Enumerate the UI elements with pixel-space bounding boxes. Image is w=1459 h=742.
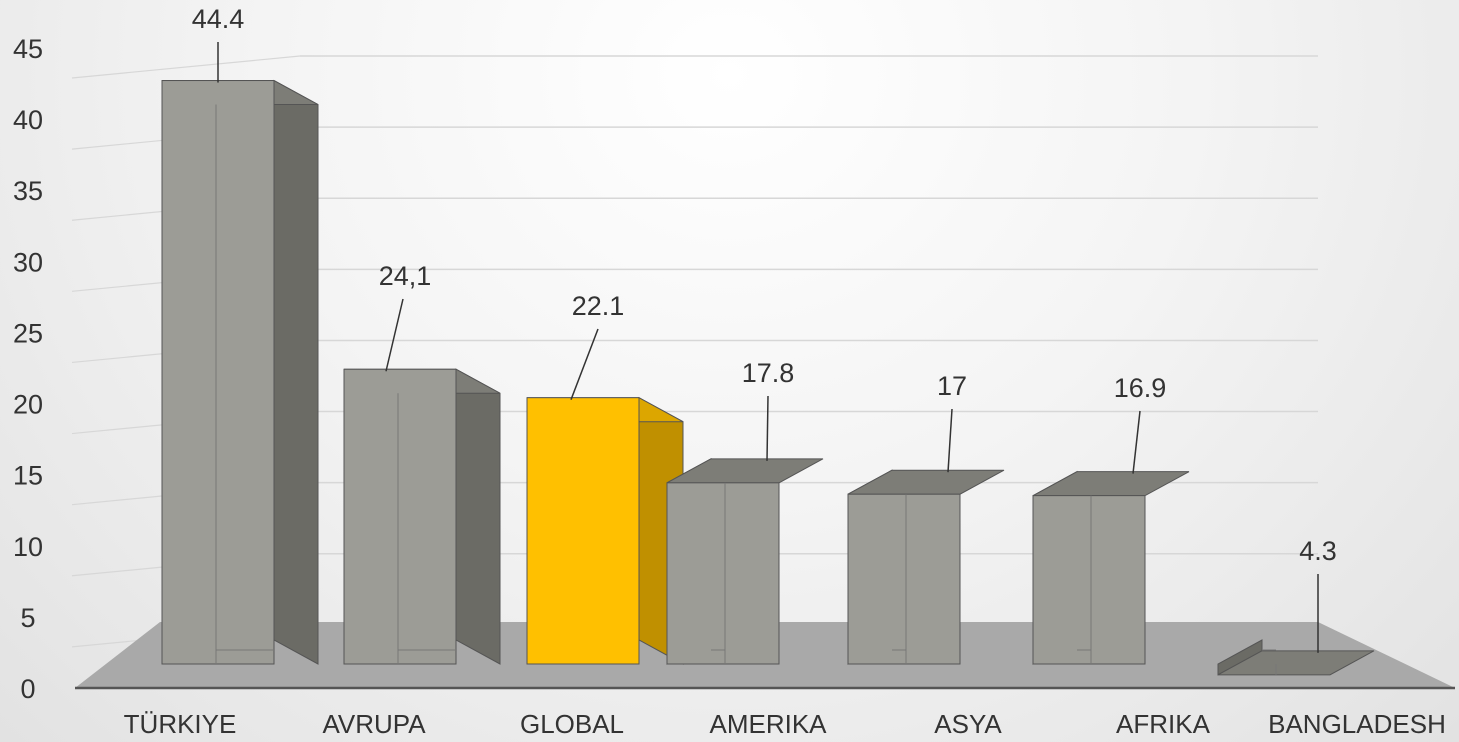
y-tick-label: 5 — [20, 603, 35, 633]
bar — [526, 396, 684, 665]
y-tick-label: 35 — [13, 176, 43, 206]
x-category-label: TÜRKIYE — [124, 709, 237, 739]
bar — [1032, 470, 1190, 665]
bar-side-face — [455, 368, 501, 665]
y-tick-label: 30 — [13, 247, 43, 277]
x-category-label: AFRIKA — [1116, 709, 1211, 739]
bar — [666, 458, 824, 665]
data-label: 22.1 — [572, 291, 625, 321]
y-tick-label: 10 — [13, 532, 43, 562]
leader-line — [947, 408, 953, 473]
bar — [343, 368, 501, 665]
bar — [847, 469, 1005, 665]
data-label: 17.8 — [742, 358, 795, 388]
bar-front-face — [161, 80, 275, 665]
bar — [1217, 639, 1375, 676]
x-category-label: AVRUPA — [322, 709, 426, 739]
gridline-side — [71, 55, 301, 79]
leader-line — [570, 328, 599, 400]
data-label: 16.9 — [1114, 373, 1167, 403]
bar-front-face — [666, 482, 780, 665]
y-tick-label: 40 — [13, 105, 43, 135]
y-tick-label: 25 — [13, 318, 43, 348]
bar-top-face — [1217, 650, 1375, 676]
bar — [161, 79, 319, 665]
y-axis-tick-labels: 0 5 10 15 20 25 30 35 40 45 — [13, 34, 43, 704]
x-category-label: ASYA — [934, 709, 1002, 739]
leader-lines — [217, 42, 1319, 653]
x-category-label: GLOBAL — [520, 709, 624, 739]
leader-line — [1132, 410, 1141, 474]
data-label: 24,1 — [379, 261, 432, 291]
data-label: 4.3 — [1299, 536, 1337, 566]
x-category-label: AMERIKA — [709, 709, 827, 739]
leader-line — [766, 395, 769, 461]
bar-front-face — [1032, 495, 1146, 665]
bar-top-face — [847, 469, 1005, 495]
leader-line — [385, 298, 404, 372]
bars — [161, 79, 1375, 676]
bar-front-face — [847, 493, 961, 665]
x-axis-category-labels: TÜRKIYE AVRUPA GLOBAL AMERIKA ASYA AFRIKA BANG… — [124, 709, 1446, 739]
bar-side-face — [273, 79, 319, 665]
y-tick-label: 45 — [13, 34, 43, 64]
y-tick-label: 15 — [13, 461, 43, 491]
y-tick-label: 20 — [13, 390, 43, 420]
bar-top-face — [1032, 471, 1190, 497]
y-tick-label: 0 — [20, 674, 35, 704]
data-label: 17 — [937, 371, 967, 401]
x-category-label: BANGLADESH — [1268, 709, 1446, 739]
bar-front-face — [343, 368, 457, 665]
bar-front-face — [526, 397, 640, 665]
data-labels: 44.4 24,1 22.1 17.8 17 16.9 4.3 — [192, 4, 1337, 566]
bar-top-face — [666, 458, 824, 484]
data-label: 44.4 — [192, 4, 245, 34]
